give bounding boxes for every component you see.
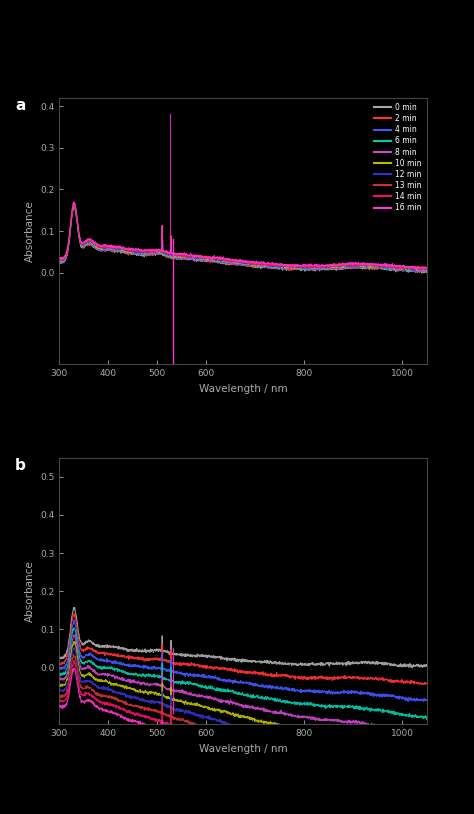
- Y-axis label: Absorbance: Absorbance: [25, 560, 35, 622]
- X-axis label: Wavelength / nm: Wavelength / nm: [199, 384, 287, 394]
- X-axis label: Wavelength / nm: Wavelength / nm: [199, 744, 287, 754]
- Text: a: a: [15, 98, 26, 112]
- Y-axis label: Absorbance: Absorbance: [25, 200, 35, 262]
- Text: b: b: [15, 457, 26, 473]
- Legend: 0 min, 2 min, 4 min, 6 min, 8 min, 10 min, 12 min, 13 min, 14 min, 16 min: 0 min, 2 min, 4 min, 6 min, 8 min, 10 mi…: [373, 102, 423, 214]
